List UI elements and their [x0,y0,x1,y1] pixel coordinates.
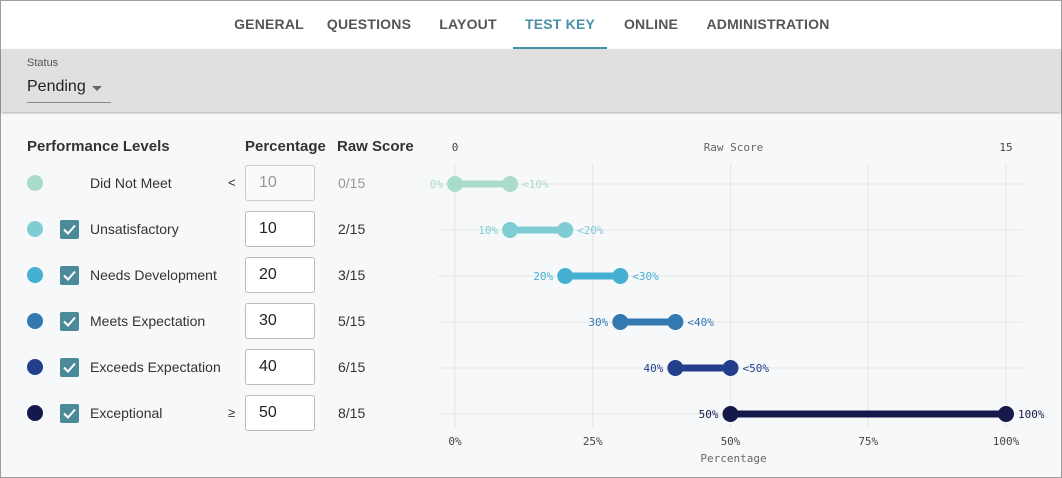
header-performance-levels: Performance Levels [27,138,170,155]
range-end-point [502,176,519,192]
level-name: Needs Development [90,267,217,283]
check-icon [63,224,76,235]
range-end-label: <30% [632,270,659,283]
range-start-label: 30% [588,316,608,329]
level-checkbox[interactable] [60,266,79,285]
bottom-axis-tick-label: 75% [858,435,878,448]
level-name: Exceptional [90,405,163,421]
level-color-dot [27,175,43,191]
percentage-input [245,165,315,201]
performance-level-row: Did Not Meet <0/15 [1,161,421,207]
check-icon [63,316,76,327]
percentage-input[interactable] [245,395,315,431]
bottom-axis-tick-label: 25% [583,435,603,448]
status-value: Pending [27,78,86,95]
range-start-label: 0% [430,178,444,191]
status-bar: Status Pending [1,49,1061,112]
range-start-point [502,222,519,238]
range-start-label: 20% [533,270,553,283]
check-icon [63,270,76,281]
level-color-dot [27,221,43,237]
raw-score-value: 6/15 [338,359,366,375]
tab-administration[interactable]: ADMINISTRATION [706,16,830,32]
range-end-point [612,268,629,284]
level-checkbox[interactable] [60,220,79,239]
caret-down-icon [92,86,102,91]
level-comparator: ≥ [228,405,236,420]
status-dropdown[interactable]: Pending [27,74,111,103]
tab-online[interactable]: ONLINE [623,16,679,32]
range-end-point [667,314,684,330]
level-color-dot [27,359,43,375]
range-end-point [722,360,739,376]
level-name: Meets Expectation [90,313,206,329]
range-start-point [557,268,574,284]
range-start-label: 10% [478,224,498,237]
top-axis-max-label: 15 [999,141,1012,154]
level-name: Exceeds Expectation [90,359,221,375]
active-tab-indicator [513,47,607,49]
range-end-point [998,406,1014,422]
range-start-label: 40% [644,362,664,375]
range-end-label: <40% [687,316,714,329]
status-label: Status [27,57,59,69]
percentage-input[interactable] [245,211,315,247]
range-end-label: <10% [522,178,549,191]
performance-level-row: Needs Development 3/15 [1,253,421,299]
level-name: Unsatisfactory [90,221,179,237]
level-color-dot [27,313,43,329]
top-axis-title: Raw Score [704,141,764,154]
range-start-point [612,314,629,330]
range-start-point [447,176,463,192]
test-key-panel: Performance Levels Percentage Raw Score … [1,114,1061,477]
range-start-point [667,360,684,376]
header-raw-score: Raw Score [337,138,414,155]
percentage-input[interactable] [245,303,315,339]
range-start-label: 50% [699,408,719,421]
bottom-axis-title: Percentage [700,452,766,465]
raw-score-value: 8/15 [338,405,366,421]
tab-layout[interactable]: LAYOUT [439,16,497,32]
level-checkbox[interactable] [60,312,79,331]
performance-level-row: Meets Expectation 5/15 [1,299,421,345]
tab-bar: GENERAL QUESTIONS LAYOUT TEST KEY ONLINE… [1,1,1061,49]
level-color-dot [27,405,43,421]
raw-score-value: 5/15 [338,313,366,329]
percentage-input[interactable] [245,349,315,385]
raw-score-value: 2/15 [338,221,366,237]
range-start-point [722,406,739,422]
level-checkbox[interactable] [60,358,79,377]
header-percentage: Percentage [245,138,326,155]
level-checkbox[interactable] [60,404,79,423]
raw-score-value: 0/15 [338,175,366,191]
performance-range-chart: 0 Raw Score 15 0% 25% 50% 75% 100% Percentage 0% <… [430,141,1045,465]
level-color-dot [27,267,43,283]
raw-score-value: 3/15 [338,267,366,283]
check-icon [63,362,76,373]
top-axis-min-label: 0 [452,141,459,154]
performance-level-row: Exceeds Expectation 6/15 [1,345,421,391]
level-comparator: < [228,175,236,190]
tab-test-key[interactable]: TEST KEY [513,1,607,49]
bottom-axis-tick-label: 0% [448,435,462,448]
range-end-label: <20% [577,224,604,237]
tab-questions[interactable]: QUESTIONS [326,16,412,32]
performance-level-row: Unsatisfactory 2/15 [1,207,421,253]
percentage-input[interactable] [245,257,315,293]
tab-general[interactable]: GENERAL [234,16,304,32]
range-end-point [557,222,574,238]
level-name: Did Not Meet [90,175,172,191]
range-end-label: <50% [743,362,770,375]
bottom-axis-tick-label: 100% [993,435,1020,448]
performance-level-row: Exceptional ≥8/15 [1,391,421,437]
check-icon [63,408,76,419]
bottom-axis-tick-label: 50% [721,435,741,448]
range-end-label: 100% [1018,408,1045,421]
